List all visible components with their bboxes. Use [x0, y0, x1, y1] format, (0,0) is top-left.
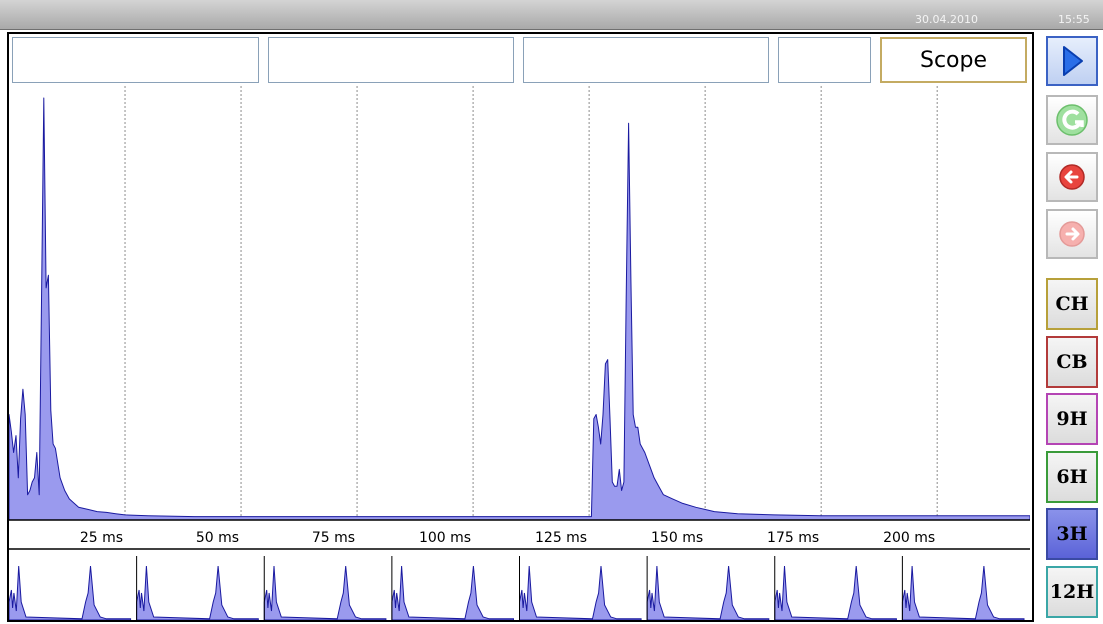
back-button[interactable] [1046, 152, 1098, 202]
scope-display [7, 32, 1034, 622]
x-tick-label-4: 125 ms [535, 530, 587, 546]
channel-button-ch[interactable]: CH [1046, 278, 1098, 330]
title-bar: 30.04.2010 15:55 [0, 0, 1103, 30]
status-time: 15:55 [1058, 13, 1090, 26]
thumbnail-signal-3 [391, 565, 514, 620]
channel-button-9h[interactable]: 9H [1046, 393, 1098, 445]
thumbnail-signal-7 [901, 565, 1025, 620]
refresh-button[interactable] [1046, 95, 1098, 145]
x-tick-label-3: 100 ms [419, 530, 471, 546]
mode-label: Scope [880, 37, 1027, 83]
info-field-1 [12, 37, 259, 83]
thumbnail-signal-6 [774, 565, 897, 620]
forward-button[interactable] [1046, 209, 1098, 259]
arrow-left-icon [1059, 164, 1085, 190]
thumbnail-signal-4 [519, 565, 642, 620]
play-button[interactable] [1046, 36, 1098, 86]
x-tick-label-7: 200 ms [883, 530, 935, 546]
thumbnail-signal-2 [263, 565, 387, 620]
channel-button-cb[interactable]: CB [1046, 336, 1098, 388]
info-field-3 [523, 37, 769, 83]
x-tick-label-2: 75 ms [312, 530, 355, 546]
x-tick-label-5: 150 ms [651, 530, 703, 546]
waveform-chart: 25 ms 50 ms 75 ms 100 ms 125 ms 150 ms 175 ms 2… [9, 86, 1030, 550]
channel-button-3h[interactable]: 3H [1046, 508, 1098, 560]
thumbnail-signal-5 [646, 565, 770, 620]
history-thumbnail-strip[interactable] [9, 556, 1030, 620]
play-icon [1063, 46, 1083, 76]
x-tick-label-0: 25 ms [80, 530, 123, 546]
refresh-icon [1056, 104, 1088, 136]
thumbnail-signal-0 [9, 565, 132, 620]
channel-button-12h[interactable]: 12H [1046, 566, 1098, 618]
x-tick-label-6: 175 ms [767, 530, 819, 546]
info-field-4 [778, 37, 871, 83]
signal-area [9, 97, 1030, 521]
channel-button-6h[interactable]: 6H [1046, 451, 1098, 503]
arrow-right-icon [1059, 221, 1085, 247]
thumbnail-signal-1 [136, 565, 259, 620]
info-field-2 [268, 37, 514, 83]
status-date: 30.04.2010 [915, 13, 978, 26]
x-tick-label-1: 50 ms [196, 530, 239, 546]
